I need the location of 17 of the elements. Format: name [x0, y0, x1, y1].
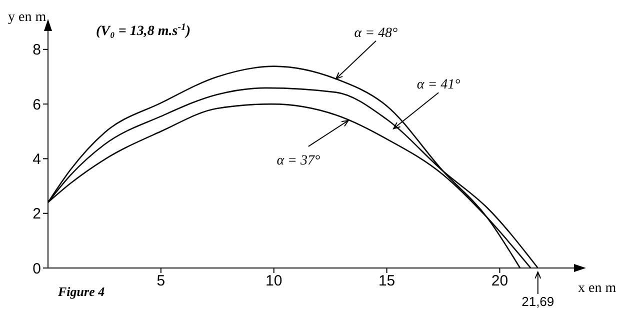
annotation: α = 48°	[354, 26, 398, 41]
x-tick-label: 10	[266, 272, 282, 290]
x-tick-label: 5	[156, 272, 166, 290]
y-tick-label: 8	[32, 42, 41, 59]
x-axis-title: x en m	[578, 281, 616, 296]
y-tick-label: 6	[32, 96, 41, 114]
y-tick-label: 4	[32, 151, 41, 168]
y-axis-title: y en m	[8, 10, 46, 25]
annotation: 21,69	[522, 294, 554, 309]
y-tick-label: 2	[32, 206, 41, 223]
caption: Figure 4	[57, 284, 106, 299]
x-tick-label: 20	[491, 272, 508, 290]
annotation: (V₀ = 13,8 m.s$^{-1}$)	[96, 22, 191, 39]
annotation: α = 37°	[276, 153, 320, 168]
x-tick-label: 15	[378, 272, 396, 290]
annotation: α = 41°	[416, 78, 461, 93]
y-tick-label: 0	[32, 260, 41, 278]
